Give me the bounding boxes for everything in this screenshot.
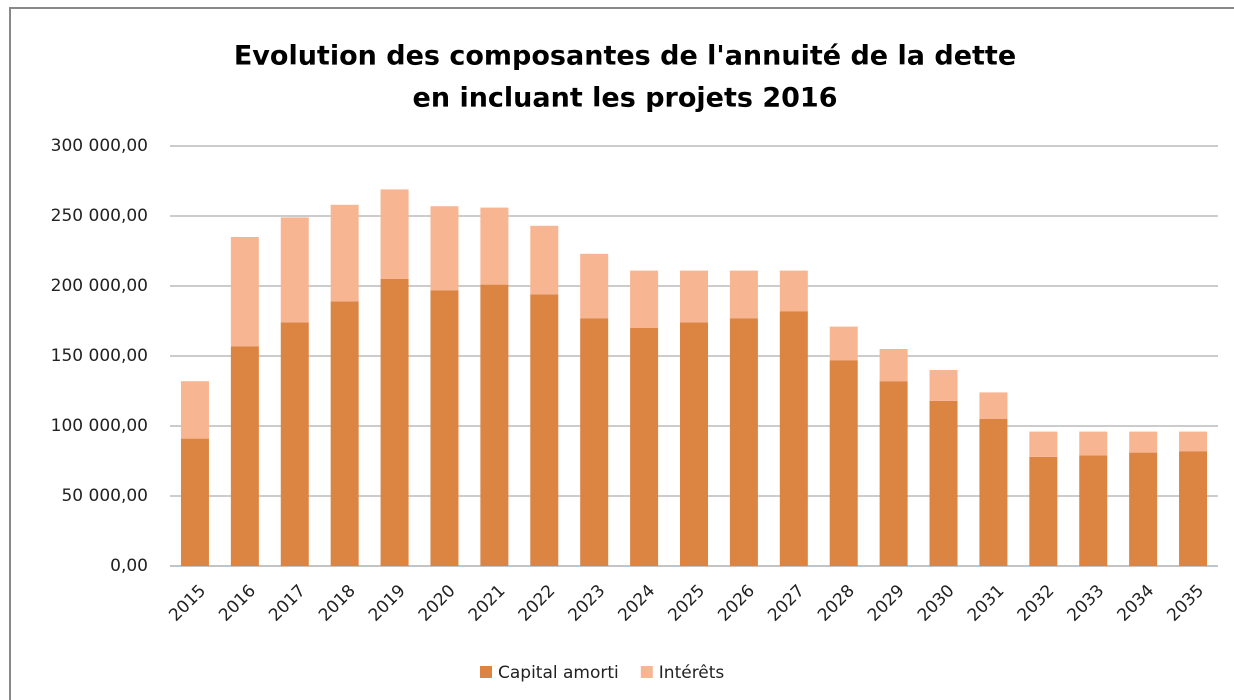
x-tick-label: 2024: [614, 581, 659, 626]
bar: [680, 322, 708, 566]
legend-label: Capital amorti: [498, 663, 619, 683]
x-tick-label: 2032: [1014, 581, 1059, 626]
x-tick-label: 2021: [465, 581, 510, 626]
bar: [630, 270, 659, 328]
x-tick-label: 2030: [914, 581, 959, 626]
bar: [1029, 456, 1058, 566]
bar: [530, 225, 559, 295]
bar: [979, 392, 1008, 419]
y-tick-label: 100 000,00: [51, 416, 148, 436]
y-tick-label: 50 000,00: [61, 486, 148, 506]
bar: [979, 419, 1008, 566]
bar: [929, 370, 958, 401]
bar: [330, 301, 359, 566]
legend-label: Intérêts: [659, 663, 725, 683]
bar: [1179, 431, 1208, 452]
chart-frame: [9, 7, 1234, 700]
chart-title: en incluant les projets 2016: [413, 83, 838, 114]
x-tick-label: 2035: [1163, 581, 1208, 626]
x-tick-label: 2018: [315, 581, 360, 626]
bar: [430, 290, 459, 566]
bar: [280, 322, 309, 566]
bar: [1029, 431, 1058, 457]
bar: [480, 284, 509, 566]
legend-swatch: [480, 666, 492, 678]
bar: [879, 381, 908, 566]
x-tick-label: 2015: [165, 581, 210, 626]
bar: [729, 270, 758, 319]
y-tick-label: 0,00: [110, 556, 148, 576]
bar: [380, 279, 409, 566]
x-tick-label: 2022: [515, 581, 560, 626]
bar: [230, 237, 259, 347]
x-tick-label: 2034: [1113, 581, 1158, 626]
x-tick-label: 2031: [964, 581, 1009, 626]
bar: [530, 294, 559, 566]
bar: [180, 438, 209, 566]
y-tick-label: 300 000,00: [51, 136, 148, 156]
bar: [630, 328, 659, 566]
y-tick-label: 200 000,00: [51, 276, 148, 296]
bar: [1129, 431, 1158, 453]
x-tick-label: 2020: [415, 581, 460, 626]
bar: [779, 311, 808, 566]
bar: [829, 326, 858, 361]
x-tick-label: 2017: [265, 581, 310, 626]
bar: [680, 270, 708, 323]
y-tick-label: 150 000,00: [51, 346, 148, 366]
bar: [330, 204, 359, 302]
bar: [380, 189, 409, 279]
bar: [1079, 431, 1108, 456]
x-tick-label: 2026: [714, 581, 759, 626]
bar: [1179, 451, 1208, 566]
x-tick-label: 2028: [814, 581, 859, 626]
bar: [1079, 455, 1108, 566]
bar: [729, 318, 758, 566]
bar: [580, 318, 609, 566]
bar: [280, 217, 309, 323]
x-tick-label: 2019: [365, 581, 410, 626]
bar: [230, 346, 259, 566]
x-tick-label: 2025: [664, 581, 709, 626]
x-tick-label: 2023: [565, 581, 610, 626]
chart-title: Evolution des composantes de l'annuité d…: [234, 41, 1016, 72]
x-tick-label: 2016: [215, 581, 260, 626]
x-tick-label: 2029: [864, 581, 909, 626]
bar: [779, 270, 808, 312]
bar: [580, 253, 609, 319]
bar: [430, 206, 459, 291]
bar: [1129, 452, 1158, 566]
bar: [480, 207, 509, 285]
x-tick-label: 2027: [764, 581, 809, 626]
bar: [929, 400, 958, 566]
bar: [180, 381, 209, 439]
legend-swatch: [640, 666, 653, 678]
bar: [829, 360, 858, 566]
y-tick-label: 250 000,00: [51, 206, 148, 226]
bar: [879, 349, 908, 382]
x-tick-label: 2033: [1064, 581, 1109, 626]
